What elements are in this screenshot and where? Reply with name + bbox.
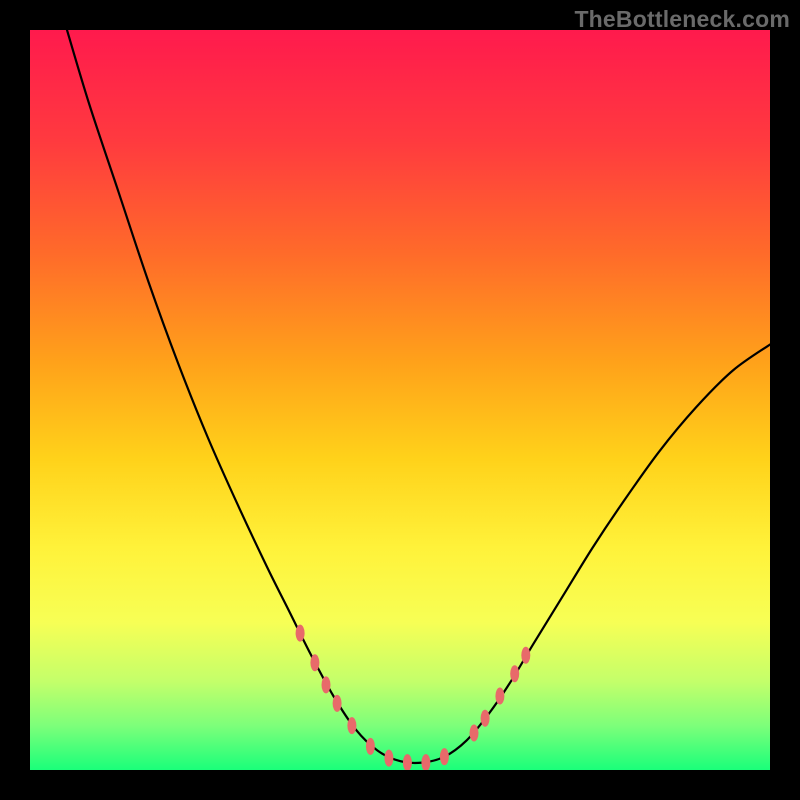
watermark-text: TheBottleneck.com xyxy=(574,6,790,33)
data-marker xyxy=(296,625,305,642)
data-marker xyxy=(495,688,504,705)
data-marker xyxy=(384,750,393,767)
data-marker xyxy=(322,676,331,693)
data-marker xyxy=(521,647,530,664)
data-marker xyxy=(470,725,479,742)
data-marker xyxy=(333,695,342,712)
data-marker xyxy=(347,717,356,734)
data-marker xyxy=(510,665,519,682)
plot-svg xyxy=(30,30,770,770)
data-marker xyxy=(440,748,449,765)
data-marker xyxy=(310,654,319,671)
data-marker xyxy=(481,710,490,727)
chart-container: TheBottleneck.com xyxy=(0,0,800,800)
data-marker xyxy=(366,738,375,755)
plot-area xyxy=(30,30,770,770)
gradient-background xyxy=(30,30,770,770)
